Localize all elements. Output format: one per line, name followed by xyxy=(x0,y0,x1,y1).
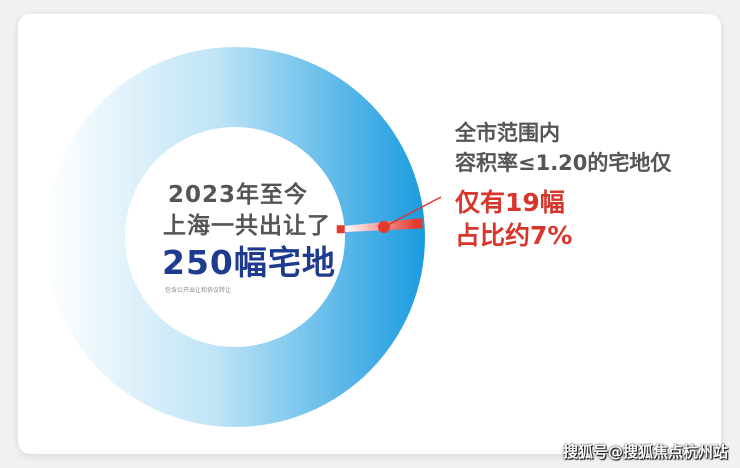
center-total: 250幅宅地 xyxy=(162,243,336,282)
callout-count: 仅有19幅 xyxy=(455,188,565,217)
watermark: 搜狐号@搜狐焦点杭州站 xyxy=(562,442,728,461)
callout-line xyxy=(383,196,442,228)
center-note: 包含公开出让和协议转让 xyxy=(165,287,232,294)
slice-marker-inner xyxy=(336,225,345,234)
center-line-2: 上海一共出让了 xyxy=(163,213,331,239)
donut-ring xyxy=(45,47,425,427)
callout-dot xyxy=(378,221,390,233)
callout-percent: 占比约7% xyxy=(455,221,573,250)
callout-line-1: 全市范围内 xyxy=(455,121,560,145)
slice-marker-outer xyxy=(414,218,423,229)
center-line-1: 2023年至今 xyxy=(168,182,309,208)
callout-line-2: 容积率≤1.20的宅地仅 xyxy=(455,151,672,175)
